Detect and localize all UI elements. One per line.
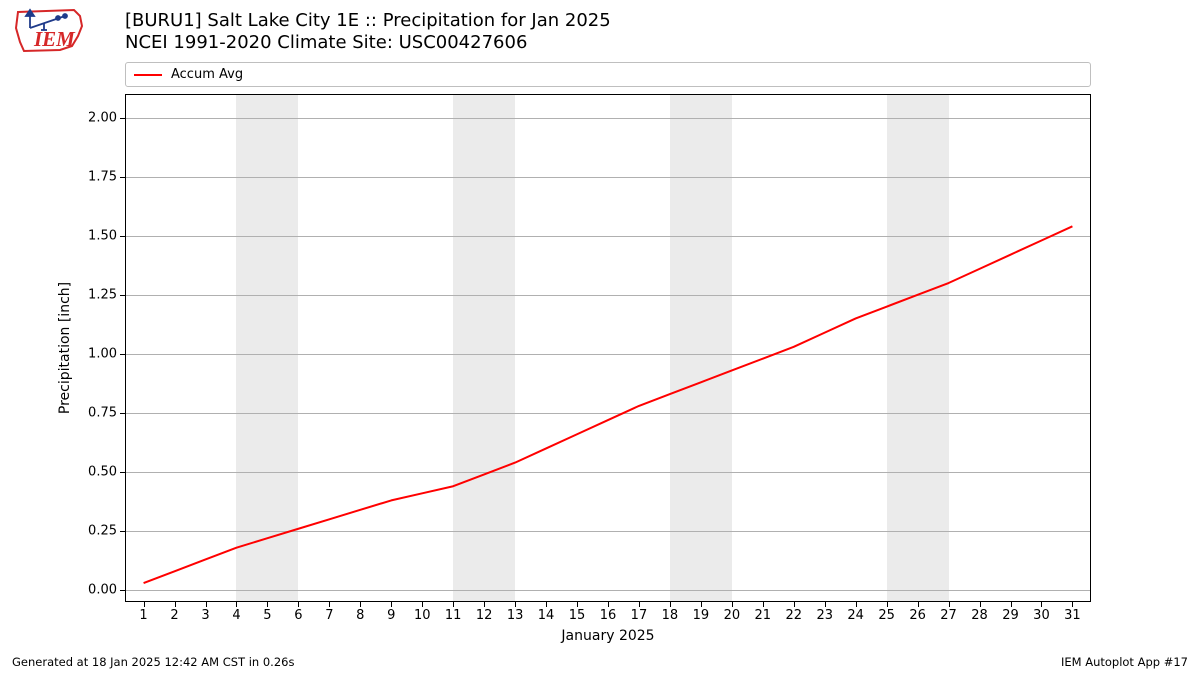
xtick-label: 28 (971, 608, 988, 623)
xtick-mark (918, 602, 919, 607)
ytick-mark (120, 531, 125, 532)
ytick-mark (120, 236, 125, 237)
xtick-mark (206, 602, 207, 607)
xtick-mark (175, 602, 176, 607)
ytick-label: 0.00 (88, 583, 117, 598)
ytick-label: 1.75 (88, 169, 117, 184)
xtick-label: 30 (1033, 608, 1050, 623)
xtick-label: 19 (693, 608, 710, 623)
xtick-label: 31 (1064, 608, 1081, 623)
xtick-mark (1041, 602, 1042, 607)
xtick-mark (639, 602, 640, 607)
line-layer (125, 94, 1091, 602)
xtick-mark (422, 602, 423, 607)
xtick-label: 11 (445, 608, 462, 623)
svg-text:IEM: IEM (33, 27, 76, 51)
xtick-mark (298, 602, 299, 607)
xtick-mark (360, 602, 361, 607)
xtick-mark (856, 602, 857, 607)
xtick-label: 20 (724, 608, 741, 623)
xtick-mark (980, 602, 981, 607)
xtick-label: 4 (232, 608, 240, 623)
xtick-mark (763, 602, 764, 607)
xtick-mark (267, 602, 268, 607)
title-line-2: NCEI 1991-2020 Climate Site: USC00427606 (125, 32, 611, 54)
xtick-mark (887, 602, 888, 607)
xtick-label: 7 (325, 608, 333, 623)
xtick-mark (732, 602, 733, 607)
xtick-mark (236, 602, 237, 607)
xtick-mark (144, 602, 145, 607)
ytick-label: 1.00 (88, 346, 117, 361)
xtick-label: 9 (387, 608, 395, 623)
ytick-mark (120, 295, 125, 296)
xtick-mark (391, 602, 392, 607)
ytick-label: 2.00 (88, 110, 117, 125)
ytick-mark (120, 413, 125, 414)
xtick-mark (577, 602, 578, 607)
legend-swatch (134, 74, 162, 76)
title-line-1: [BURU1] Salt Lake City 1E :: Precipitati… (125, 10, 611, 32)
ytick-label: 0.75 (88, 405, 117, 420)
xtick-mark (1072, 602, 1073, 607)
x-axis-label: January 2025 (561, 628, 654, 644)
footer-generated: Generated at 18 Jan 2025 12:42 AM CST in… (12, 655, 294, 669)
xtick-label: 5 (263, 608, 271, 623)
xtick-label: 1 (139, 608, 147, 623)
xtick-label: 15 (569, 608, 586, 623)
xtick-mark (608, 602, 609, 607)
xtick-mark (949, 602, 950, 607)
xtick-label: 3 (201, 608, 209, 623)
chart-container: IEM [BURU1] Salt Lake City 1E :: Precipi… (0, 0, 1200, 675)
xtick-mark (825, 602, 826, 607)
xtick-mark (546, 602, 547, 607)
xtick-label: 14 (538, 608, 555, 623)
xtick-label: 25 (878, 608, 895, 623)
xtick-mark (329, 602, 330, 607)
chart-title: [BURU1] Salt Lake City 1E :: Precipitati… (125, 10, 611, 54)
xtick-mark (794, 602, 795, 607)
ytick-mark (120, 354, 125, 355)
xtick-label: 18 (662, 608, 679, 623)
xtick-label: 27 (940, 608, 957, 623)
xtick-mark (1011, 602, 1012, 607)
xtick-label: 6 (294, 608, 302, 623)
xtick-label: 10 (414, 608, 431, 623)
xtick-mark (453, 602, 454, 607)
xtick-label: 24 (847, 608, 864, 623)
xtick-label: 2 (170, 608, 178, 623)
xtick-mark (484, 602, 485, 607)
xtick-mark (515, 602, 516, 607)
ytick-label: 0.25 (88, 524, 117, 539)
plot-area: 0.000.250.500.751.001.251.501.752.00 123… (125, 94, 1091, 602)
xtick-label: 12 (476, 608, 493, 623)
y-axis-label: Precipitation [inch] (57, 282, 73, 414)
xtick-label: 13 (507, 608, 524, 623)
xtick-label: 26 (909, 608, 926, 623)
ytick-mark (120, 118, 125, 119)
legend: Accum Avg (125, 62, 1091, 87)
ytick-label: 1.50 (88, 228, 117, 243)
ytick-mark (120, 472, 125, 473)
xtick-label: 22 (785, 608, 802, 623)
footer-appid: IEM Autoplot App #17 (1061, 655, 1188, 669)
xtick-label: 16 (600, 608, 617, 623)
xtick-mark (701, 602, 702, 607)
ytick-label: 0.50 (88, 465, 117, 480)
xtick-label: 21 (755, 608, 772, 623)
xtick-label: 29 (1002, 608, 1019, 623)
ytick-label: 1.25 (88, 287, 117, 302)
xtick-label: 23 (816, 608, 833, 623)
legend-label: Accum Avg (171, 67, 243, 82)
xtick-label: 8 (356, 608, 364, 623)
iem-logo: IEM (10, 6, 92, 60)
ytick-mark (120, 590, 125, 591)
xtick-mark (670, 602, 671, 607)
xtick-label: 17 (631, 608, 648, 623)
ytick-mark (120, 177, 125, 178)
series-line (144, 226, 1073, 583)
